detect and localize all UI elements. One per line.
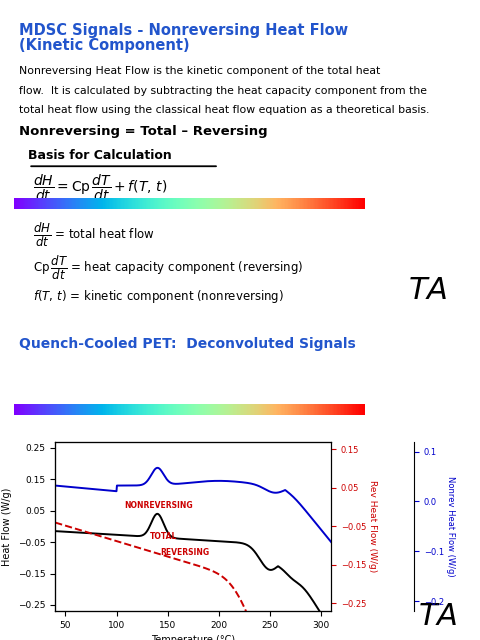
Y-axis label: Nonrev Heat Flow (W/g): Nonrev Heat Flow (W/g)	[446, 476, 455, 577]
Y-axis label: Heat Flow (W/g): Heat Flow (W/g)	[2, 487, 12, 566]
Text: total heat flow using the classical heat flow equation as a theoretical basis.: total heat flow using the classical heat…	[19, 106, 429, 115]
Text: $\dfrac{dH}{dt}$ = total heat flow: $\dfrac{dH}{dt}$ = total heat flow	[33, 221, 155, 249]
Text: Nonreversing Heat Flow is the kinetic component of the total heat: Nonreversing Heat Flow is the kinetic co…	[19, 66, 380, 76]
Text: $\mathrm{Cp}\,\dfrac{dT}{dt}$ = heat capacity component (reversing): $\mathrm{Cp}\,\dfrac{dT}{dt}$ = heat cap…	[33, 255, 303, 282]
Text: REVERSING: REVERSING	[160, 548, 210, 557]
Text: $\mathit{TA}$: $\mathit{TA}$	[408, 276, 448, 305]
Text: flow.  It is calculated by subtracting the heat capacity component from the: flow. It is calculated by subtracting th…	[19, 86, 427, 95]
Y-axis label: Rev Heat Flow (W/g): Rev Heat Flow (W/g)	[369, 480, 377, 573]
Text: (Kinetic Component): (Kinetic Component)	[19, 38, 190, 53]
Text: NONREVERSING: NONREVERSING	[125, 501, 193, 510]
Text: $\dfrac{dH}{dt} = \mathrm{Cp}\,\dfrac{dT}{dt} + f(T,\,t)$: $\dfrac{dH}{dt} = \mathrm{Cp}\,\dfrac{dT…	[33, 172, 168, 203]
Text: $f(T,\,t)$ = kinetic component (nonreversing): $f(T,\,t)$ = kinetic component (nonrever…	[33, 288, 284, 305]
Text: Quench-Cooled PET:  Deconvoluted Signals: Quench-Cooled PET: Deconvoluted Signals	[19, 337, 356, 351]
Text: TOTAL: TOTAL	[150, 532, 178, 541]
Text: MDSC Signals - Nonreversing Heat Flow: MDSC Signals - Nonreversing Heat Flow	[19, 23, 348, 38]
X-axis label: Temperature (°C): Temperature (°C)	[151, 636, 235, 640]
Text: Basis for Calculation: Basis for Calculation	[28, 150, 172, 163]
Text: $\mathit{TA}$: $\mathit{TA}$	[418, 602, 457, 630]
Text: Nonreversing = Total – Reversing: Nonreversing = Total – Reversing	[19, 125, 267, 138]
